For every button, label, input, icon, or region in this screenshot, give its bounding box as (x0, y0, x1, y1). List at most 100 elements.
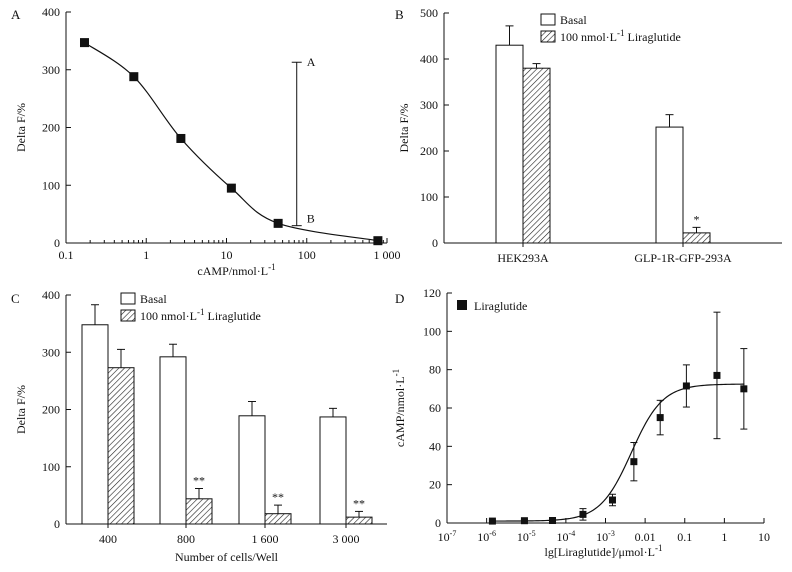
y-tick-label: 100 (423, 324, 441, 338)
y-tick-label: 100 (42, 178, 60, 192)
legend-swatch (540, 13, 556, 26)
bar (655, 126, 684, 244)
panel-letter: B (395, 7, 404, 22)
data-point (713, 371, 721, 379)
data-point (630, 458, 638, 466)
y-tick-label: 60 (429, 401, 441, 415)
x-tick-label: 10-7 (438, 529, 457, 544)
y-tick-label: 200 (42, 403, 60, 417)
panel-letter: D (395, 291, 404, 306)
fit-curve (492, 383, 745, 522)
y-tick-label: 300 (420, 98, 438, 112)
x-tick-label: 0.1 (677, 530, 692, 544)
fit-curve (84, 42, 378, 242)
y-tick-label: 0 (54, 517, 60, 531)
x-tick-label: 10-4 (557, 529, 576, 544)
y-tick-label: 80 (429, 363, 441, 377)
panel-letter: A (11, 7, 21, 22)
data-point (79, 38, 89, 48)
x-tick-label: 10 (221, 248, 233, 262)
legend-label: 100 nmol·L-1 Liraglutide (560, 28, 681, 44)
x-tick-label: 0.01 (635, 530, 656, 544)
bar (522, 67, 551, 244)
bar (264, 513, 292, 525)
data-point (373, 236, 383, 246)
x-axis-label: cAMP/nmol·L-1 (197, 262, 275, 278)
significance-mark: ** (193, 474, 205, 488)
x-tick-label: 400 (99, 532, 117, 546)
legend-label: Basal (560, 13, 587, 27)
x-tick-label: 1 000 (374, 248, 401, 262)
y-axis-label: Delta F/% (14, 385, 28, 434)
data-point (656, 414, 664, 422)
y-tick-label: 400 (42, 288, 60, 302)
y-tick-label: 0 (435, 516, 441, 530)
y-tick-label: 200 (420, 144, 438, 158)
bar (185, 498, 213, 525)
data-point (488, 517, 496, 525)
legend-swatch (457, 300, 467, 310)
bar (319, 416, 347, 525)
y-tick-label: 40 (429, 439, 441, 453)
data-point (682, 382, 690, 390)
x-tick-label: HEK293A (497, 251, 549, 265)
y-tick-label: 400 (42, 5, 60, 19)
panel-d: D 0 20 40 60 80 100 120 10-7 10-6 10-5 10-4 10-3 0.01… (391, 286, 770, 559)
y-tick-label: 400 (420, 52, 438, 66)
legend-swatch (120, 309, 136, 322)
bar (107, 367, 135, 525)
x-axis-label: Number of cells/Well (175, 550, 279, 564)
data-point (176, 133, 186, 143)
x-tick-label: 100 (298, 248, 316, 262)
annotation-label-bottom: B (307, 212, 315, 226)
annotation-label-top: A (307, 55, 316, 69)
y-tick-label: 300 (42, 63, 60, 77)
y-tick-label: 0 (54, 236, 60, 250)
data-point (740, 385, 748, 393)
data-point (129, 72, 139, 82)
bar (81, 324, 109, 525)
x-tick-label: 10-3 (596, 529, 615, 544)
y-tick-label: 120 (423, 286, 441, 300)
panel-letter: C (11, 291, 20, 306)
legend-swatch (120, 292, 136, 305)
bar (345, 516, 373, 525)
panel-b: B 0 100 200 300 400 500 HEK293A GLP-1R-GFP-293A *… (395, 6, 782, 265)
y-tick-label: 20 (429, 478, 441, 492)
bar (495, 44, 524, 244)
x-tick-label: 10-6 (477, 529, 496, 544)
legend-label: Basal (140, 292, 167, 306)
y-tick-label: 300 (42, 345, 60, 359)
y-axis-label: Delta F/% (397, 104, 411, 153)
data-point (608, 496, 616, 504)
y-tick-label: 500 (420, 6, 438, 20)
x-tick-label: GLP-1R-GFP-293A (634, 251, 732, 265)
y-axis-label: Delta F/% (14, 103, 28, 152)
panel-c: C 0 100 200 300 400 400 800 ** 1 600 ** 3 000 ** Basa… (11, 288, 387, 564)
data-point (579, 510, 587, 518)
data-point (226, 183, 236, 193)
x-tick-label: 1 600 (252, 532, 279, 546)
x-axis-label: lg[Liraglutide]/μmol·L-1 (545, 543, 663, 559)
bar (238, 415, 266, 525)
x-tick-label: 10-5 (517, 529, 536, 544)
legend-label: 100 nmol·L-1 Liraglutide (140, 307, 261, 323)
significance-mark: ** (353, 496, 365, 510)
y-tick-label: 0 (432, 236, 438, 250)
data-point (549, 517, 557, 525)
bar (159, 356, 187, 525)
x-tick-label: 800 (177, 532, 195, 546)
panel-a: A 0 100 200 300 400 0.1 1 10 100 1 000 A BcAMP/nmol·… (11, 5, 401, 278)
data-point (273, 218, 283, 228)
legend-swatch (540, 30, 556, 43)
significance-mark: ** (272, 490, 284, 504)
bar (682, 232, 711, 244)
legend-label: Liraglutide (474, 299, 527, 313)
data-point (520, 517, 528, 525)
y-axis-label: cAMP/nmol·L-1 (391, 369, 407, 447)
x-tick-label: 1 (143, 248, 149, 262)
significance-mark: * (694, 212, 700, 226)
x-tick-label: 10 (758, 530, 770, 544)
x-tick-label: 1 (721, 530, 727, 544)
